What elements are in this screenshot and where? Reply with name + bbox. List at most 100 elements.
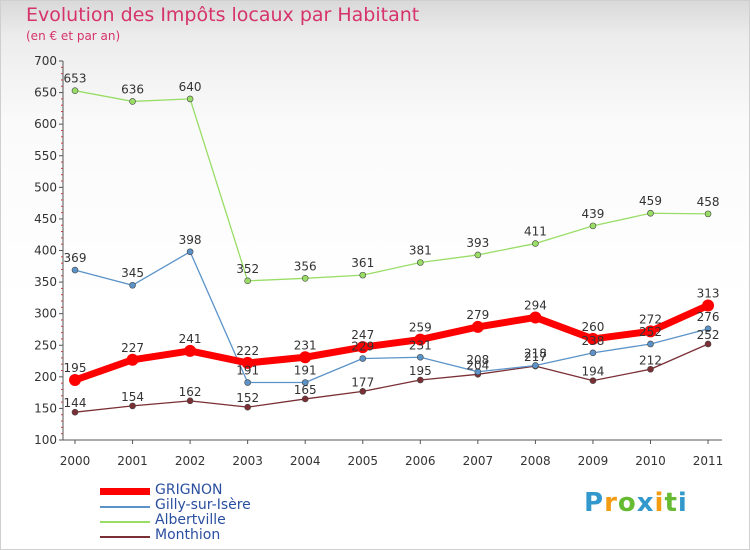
data-label-albertville: 411 — [524, 225, 547, 239]
data-point-albertville — [244, 277, 251, 285]
data-label-grignon: 195 — [64, 361, 87, 375]
data-label-albertville: 381 — [409, 244, 432, 258]
data-point-albertville — [186, 95, 194, 103]
data-point-monthion — [301, 395, 309, 403]
legend-label: Albertville — [155, 512, 226, 528]
data-point-gilly-sur-is-re — [301, 379, 309, 386]
data-point-albertville — [416, 259, 424, 266]
data-label-gilly-sur-is-re: 191 — [294, 364, 317, 378]
data-label-albertville: 653 — [64, 72, 87, 86]
data-label-grignon: 247 — [351, 328, 374, 342]
data-point-gilly-sur-is-re — [71, 266, 79, 274]
data-point-gilly-sur-is-re — [129, 281, 136, 289]
data-point-albertville — [589, 222, 597, 230]
logo-letter: r — [604, 488, 618, 518]
x-tick-label: 2006 — [405, 454, 436, 468]
data-label-albertville: 352 — [236, 262, 259, 276]
data-label-grignon: 241 — [179, 332, 202, 346]
data-label-grignon: 260 — [581, 320, 604, 334]
data-point-monthion — [589, 377, 597, 384]
x-tick-label: 2003 — [232, 454, 263, 468]
data-point-gilly-sur-is-re — [244, 379, 251, 386]
data-label-albertville: 356 — [294, 259, 317, 273]
data-point-grignon — [184, 344, 197, 357]
y-tick-label: 550 — [34, 149, 57, 163]
x-tick-label: 2008 — [520, 454, 551, 468]
data-point-grignon — [299, 351, 312, 364]
x-tick-label: 2010 — [635, 454, 666, 468]
y-tick-label: 650 — [34, 86, 57, 100]
data-label-grignon: 294 — [524, 298, 547, 312]
data-point-monthion — [359, 388, 367, 395]
series-line-gilly-sur-is-re — [74, 251, 709, 384]
series-line-monthion — [74, 343, 709, 413]
x-tick-label: 2007 — [463, 454, 494, 468]
y-tick-label: 450 — [34, 212, 57, 226]
data-point-albertville — [647, 209, 654, 217]
data-label-monthion: 194 — [581, 365, 604, 379]
data-label-albertville: 636 — [121, 82, 144, 96]
data-label-gilly-sur-is-re: 231 — [409, 338, 432, 352]
data-label-grignon: 227 — [121, 341, 144, 355]
data-point-grignon — [586, 332, 599, 345]
chart-title: Evolution des Impôts locaux par Habitant — [26, 4, 420, 26]
y-tick-label: 250 — [34, 338, 57, 352]
x-tick-label: 2009 — [578, 454, 609, 468]
legend-swatch — [100, 520, 150, 523]
data-point-monthion — [647, 365, 654, 373]
data-point-albertville — [704, 210, 712, 218]
data-label-grignon: 279 — [466, 308, 489, 322]
x-tick-label: 2000 — [60, 454, 91, 468]
x-tick-label: 2005 — [347, 454, 378, 468]
data-point-gilly-sur-is-re — [359, 355, 367, 362]
data-point-monthion — [416, 376, 424, 384]
data-point-gilly-sur-is-re — [647, 340, 654, 348]
data-label-gilly-sur-is-re: 252 — [639, 325, 662, 339]
data-point-albertville — [71, 87, 79, 94]
data-label-albertville: 458 — [697, 195, 720, 209]
data-label-gilly-sur-is-re: 345 — [121, 266, 144, 280]
data-point-grignon — [356, 341, 369, 354]
legend-label: GRIGNON — [155, 482, 223, 498]
data-point-gilly-sur-is-re — [704, 325, 712, 333]
data-label-grignon: 313 — [697, 286, 720, 300]
logo-letter: t — [664, 488, 678, 518]
data-label-gilly-sur-is-re: 398 — [179, 233, 202, 247]
data-label-monthion: 165 — [294, 383, 317, 397]
data-label-grignon: 259 — [409, 321, 432, 335]
data-point-monthion — [244, 403, 251, 411]
data-point-albertville — [129, 98, 136, 105]
y-tick-label: 500 — [34, 180, 57, 194]
data-label-monthion: 204 — [466, 358, 489, 372]
data-label-monthion: 152 — [236, 391, 259, 405]
data-point-grignon — [471, 320, 484, 333]
data-label-gilly-sur-is-re: 208 — [466, 353, 489, 367]
y-tick-label: 150 — [34, 401, 57, 415]
data-point-albertville — [532, 240, 539, 247]
data-label-monthion: 252 — [697, 328, 720, 342]
x-tick-label: 2001 — [117, 454, 148, 468]
data-point-gilly-sur-is-re — [532, 362, 539, 369]
legend-swatch — [100, 505, 150, 508]
data-label-albertville: 640 — [179, 80, 202, 94]
data-label-gilly-sur-is-re: 218 — [524, 346, 547, 360]
data-label-monthion: 154 — [121, 390, 144, 404]
data-point-gilly-sur-is-re — [474, 368, 482, 376]
data-point-grignon — [69, 373, 81, 386]
x-tick-label: 2002 — [175, 454, 206, 468]
y-tick-label: 100 — [34, 433, 57, 447]
data-point-grignon — [644, 325, 657, 338]
data-point-gilly-sur-is-re — [186, 248, 194, 256]
y-tick-label: 400 — [34, 244, 57, 258]
data-point-grignon — [414, 333, 427, 346]
data-label-albertville: 361 — [351, 256, 374, 270]
series-line-grignon — [73, 302, 710, 384]
data-label-monthion: 177 — [351, 375, 374, 389]
legend-label: Monthion — [155, 527, 221, 543]
proxiti-logo: Proxiti — [584, 488, 688, 518]
y-tick-label: 300 — [34, 307, 57, 321]
series-line-albertville — [74, 90, 709, 282]
data-label-albertville: 439 — [581, 207, 604, 221]
logo-letter: i — [677, 488, 688, 518]
